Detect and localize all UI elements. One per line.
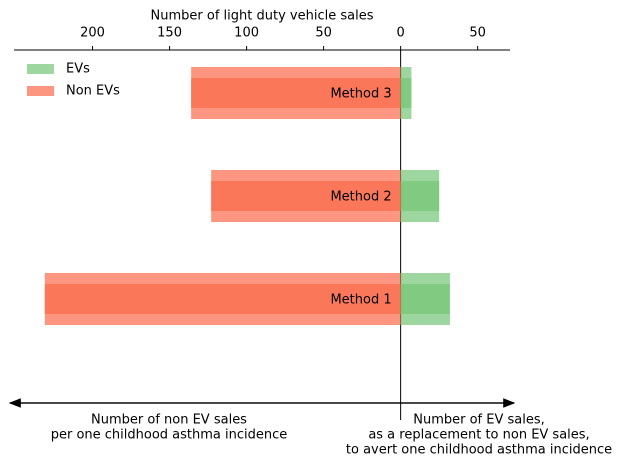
category-label: Method 2 <box>330 190 391 205</box>
category-label: Method 3 <box>330 87 391 102</box>
bar-inner <box>400 78 412 108</box>
bar-inner <box>211 181 401 211</box>
x-tick-label: 150 <box>157 26 182 41</box>
annotation: Number of non EV sales <box>91 413 247 428</box>
x-tick-label: 0 <box>396 26 404 41</box>
x-tick-label: 100 <box>234 26 259 41</box>
bar-inner <box>191 78 401 108</box>
annotation: to avert one childhood asthma incidence <box>346 443 612 458</box>
annotation: as a replacement to non EV sales, <box>368 428 589 443</box>
category-label: Method 1 <box>330 293 391 308</box>
legend-label: Non EVs <box>66 84 120 99</box>
x-tick-label: 50 <box>315 26 332 41</box>
legend-swatch <box>27 64 54 74</box>
legend-swatch <box>27 86 54 96</box>
annotation: per one childhood asthma incidence <box>51 428 288 443</box>
x-tick-label: 200 <box>80 26 105 41</box>
annotation: Number of EV sales, <box>413 413 545 428</box>
bar-inner <box>400 181 440 211</box>
bar-inner <box>400 284 450 314</box>
bar-inner <box>44 284 401 314</box>
x-tick-label: 50 <box>469 26 486 41</box>
legend-label: EVs <box>66 62 90 77</box>
x-axis-title: Number of light duty vehicle sales <box>151 9 374 24</box>
